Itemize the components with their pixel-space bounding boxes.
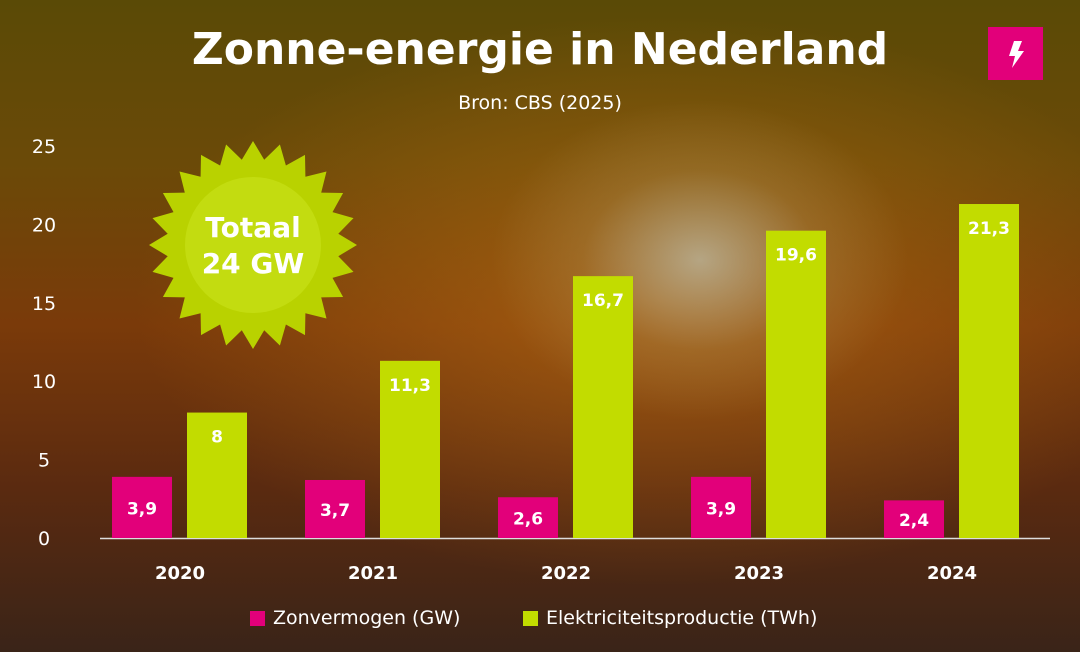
y-tick-label: 0 [38,528,50,550]
bar-elektriciteitsproductie-2022 [573,276,633,538]
bar-elektriciteitsproductie-2021 [380,360,440,538]
y-tick-label: 15 [32,293,56,315]
bar-zonvermogen-2022 [498,497,558,538]
x-tick-label: 2024 [927,563,977,584]
badge-line1: Totaal [205,211,300,244]
bar-zonvermogen-2023 [691,476,751,538]
data-label: 8 [211,428,223,448]
data-label: 11,3 [389,376,431,396]
chart-title: Zonne-energie in Nederland [191,24,889,75]
data-label: 3,7 [320,501,350,521]
x-tick-label: 2023 [734,563,784,584]
lightning-bolt-icon [988,27,1043,80]
bar-zonvermogen-2024 [884,500,944,538]
data-label: 21,3 [968,219,1010,239]
data-label: 2,4 [899,511,929,531]
y-tick-label: 25 [32,136,56,158]
data-label: 2,6 [513,510,543,530]
data-label: 3,9 [127,499,157,519]
bar-elektriciteitsproductie-2020 [187,412,247,538]
x-tick-label: 2021 [348,563,398,584]
bar-zonvermogen-2020 [112,476,172,538]
data-label: 19,6 [775,246,817,266]
legend-swatch [523,610,538,626]
x-tick-label: 2022 [541,563,591,584]
badge-line2: 24 GW [202,247,305,280]
data-label: 3,9 [706,499,736,519]
bar-elektriciteitsproductie-2024 [959,204,1019,539]
chart-subtitle: Bron: CBS (2025) [458,92,622,114]
legend-label: Zonvermogen (GW) [273,607,461,629]
sun-center [185,177,321,313]
data-label: 16,7 [582,291,624,311]
legend-item-elektriciteitsproductie: Elektriciteitsproductie (TWh) [523,607,817,629]
bar-zonvermogen-2021 [305,479,365,538]
x-tick-label: 2020 [155,563,205,584]
y-tick-label: 5 [38,450,50,472]
legend-item-zonvermogen: Zonvermogen (GW) [250,607,460,629]
y-tick-label: 20 [32,214,56,236]
y-tick-label: 10 [32,371,56,393]
legend-swatch [250,610,265,626]
bar-elektriciteitsproductie-2023 [766,230,826,538]
legend-label: Elektriciteitsproductie (TWh) [546,607,818,629]
